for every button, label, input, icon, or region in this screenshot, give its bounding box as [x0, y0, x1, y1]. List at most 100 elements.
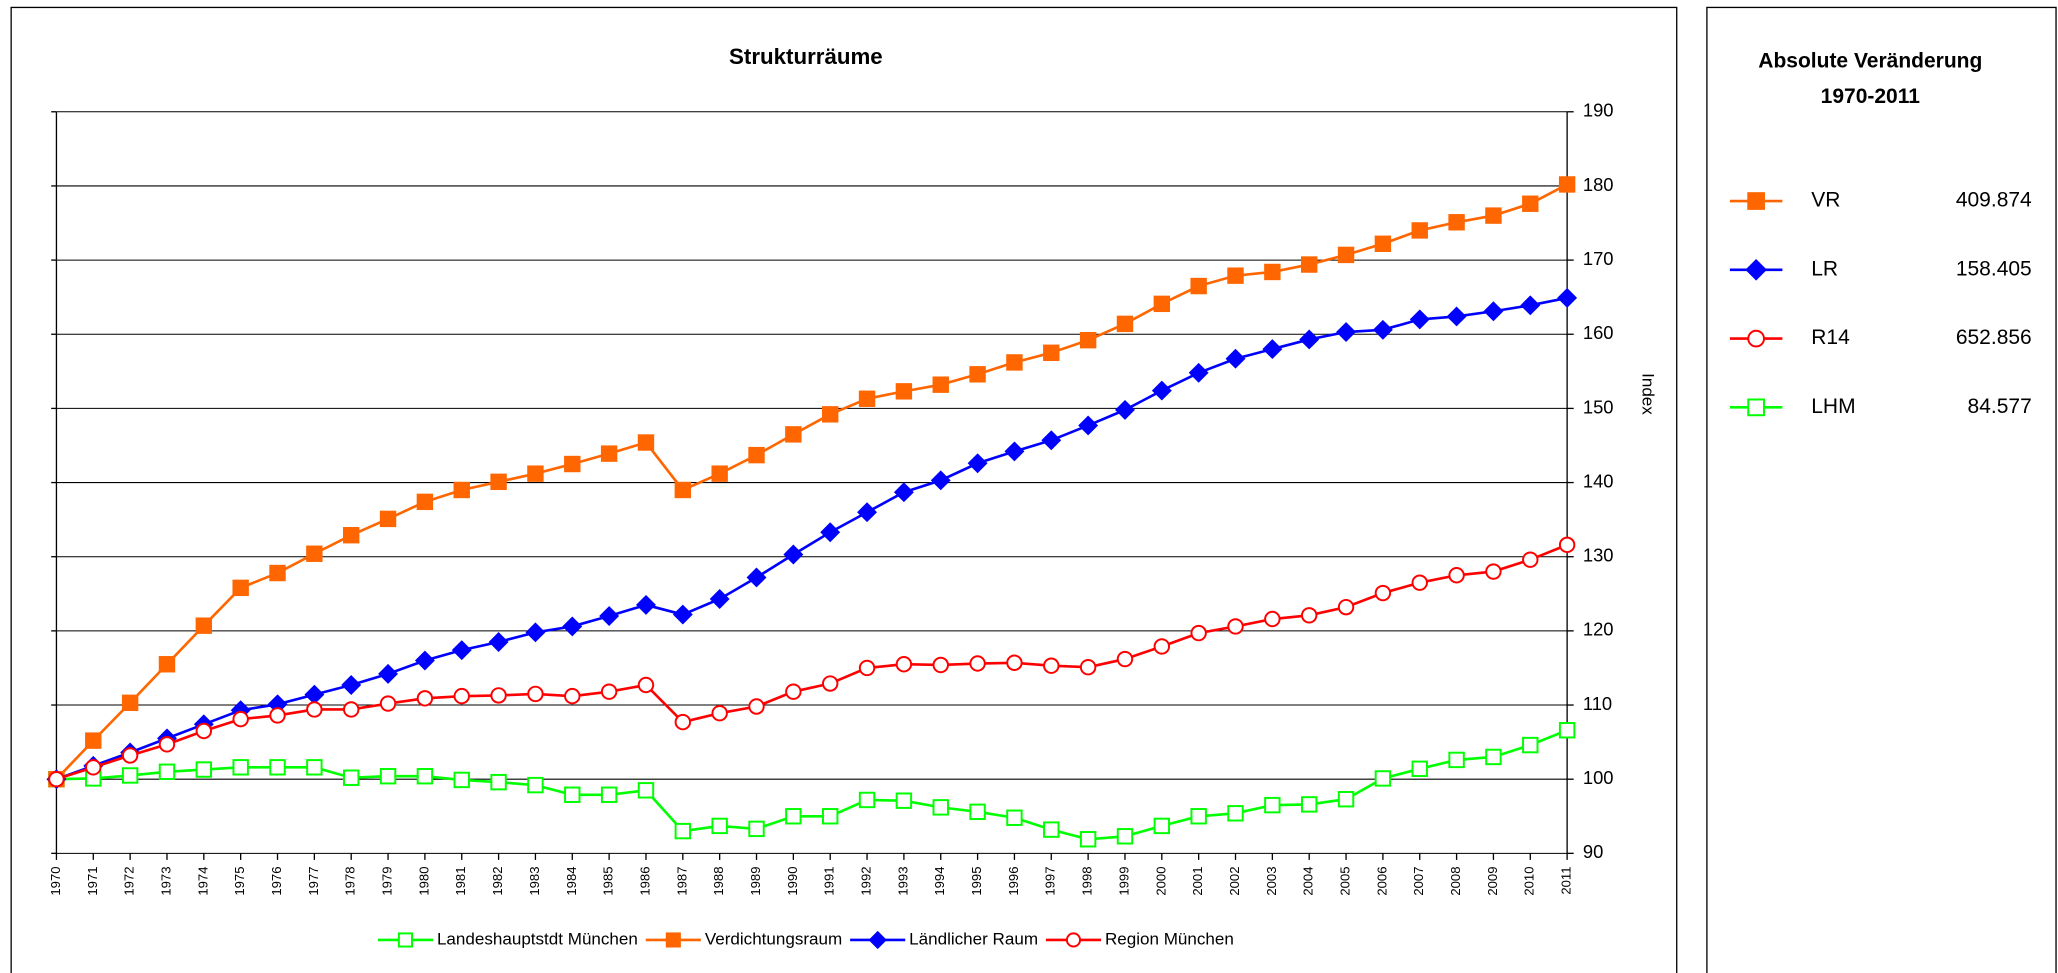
x-tick-label: 1991 [822, 866, 837, 895]
marker [1078, 415, 1099, 436]
marker [453, 481, 470, 499]
marker [379, 510, 397, 528]
marker [932, 376, 949, 393]
marker [785, 808, 802, 825]
marker [895, 656, 913, 673]
marker [1116, 650, 1134, 668]
x-tick-label: 2010 [1522, 866, 1537, 895]
marker [930, 470, 951, 491]
y-tick-label: 120 [1583, 619, 1614, 640]
marker [748, 820, 765, 838]
marker [269, 564, 286, 582]
marker [564, 786, 581, 803]
marker [525, 622, 546, 643]
y-tick-label: 170 [1583, 248, 1614, 269]
legend-label: Ländlicher Raum [909, 929, 1038, 948]
marker [1336, 322, 1357, 342]
x-tick-label: 1996 [1006, 866, 1021, 895]
x-tick-label: 1995 [969, 866, 984, 895]
marker [1411, 574, 1428, 591]
panel-label: VR [1811, 189, 1840, 212]
marker [1747, 192, 1765, 210]
marker [665, 932, 681, 948]
marker [748, 698, 765, 715]
x-tick-label: 2006 [1374, 866, 1389, 895]
marker [1116, 828, 1134, 845]
marker [453, 771, 470, 789]
marker [1153, 295, 1171, 313]
x-tick-label: 1984 [564, 866, 579, 895]
y-tick-label: 140 [1583, 470, 1614, 491]
marker [822, 808, 839, 825]
x-tick-label: 1971 [85, 866, 100, 895]
marker [1337, 246, 1355, 264]
marker [379, 768, 397, 785]
x-tick-label: 2011 [1559, 866, 1574, 894]
marker [1065, 932, 1082, 948]
marker [709, 589, 730, 609]
marker [1747, 398, 1765, 417]
marker [674, 713, 692, 731]
x-tick-label: 1982 [490, 866, 505, 895]
panel-subtitle: 1970-2011 [1821, 85, 1921, 108]
marker [85, 732, 102, 749]
marker [822, 406, 839, 423]
marker [195, 761, 213, 778]
x-tick-label: 1990 [785, 866, 800, 895]
marker [1264, 610, 1281, 628]
marker [85, 759, 102, 776]
marker [1079, 659, 1097, 676]
x-tick-label: 1981 [453, 866, 468, 895]
marker [490, 773, 507, 791]
marker [378, 663, 399, 684]
marker [1374, 235, 1392, 252]
marker [1153, 817, 1171, 835]
marker [1745, 259, 1767, 281]
marker [711, 817, 728, 835]
marker [48, 770, 65, 788]
marker [195, 722, 213, 740]
marker [1409, 309, 1430, 330]
marker [600, 445, 618, 462]
x-tick-label: 1970 [48, 866, 63, 895]
marker [1004, 441, 1025, 462]
marker [858, 659, 876, 677]
x-tick-label: 1972 [122, 866, 137, 895]
y-tick-label: 100 [1583, 767, 1614, 788]
marker [269, 759, 286, 776]
marker [1043, 657, 1060, 674]
marker [1116, 315, 1134, 333]
marker [306, 759, 323, 776]
marker [1448, 214, 1465, 231]
y-tick-label: 190 [1583, 100, 1614, 121]
marker [895, 383, 913, 400]
marker [1264, 796, 1281, 814]
marker [306, 545, 323, 562]
x-tick-label: 1976 [269, 866, 284, 895]
panel-value: 652.856 [1956, 326, 2032, 349]
marker [1006, 809, 1023, 826]
marker [1041, 430, 1062, 451]
marker [637, 434, 655, 451]
marker [1151, 380, 1172, 401]
panel-label: LR [1811, 257, 1838, 280]
panel-frame [1706, 6, 2057, 973]
marker [416, 768, 434, 785]
marker [451, 640, 472, 661]
marker [158, 736, 176, 753]
marker [1115, 399, 1135, 420]
marker [1300, 256, 1318, 273]
marker [636, 594, 656, 615]
marker [1190, 277, 1207, 295]
marker [269, 707, 286, 724]
marker [637, 676, 655, 694]
marker [1227, 805, 1244, 822]
marker [1337, 791, 1355, 808]
marker [1337, 598, 1355, 616]
marker [822, 675, 839, 692]
y-tick-label: 110 [1583, 693, 1612, 714]
marker [1079, 331, 1097, 349]
marker [1411, 222, 1428, 239]
marker [1411, 760, 1428, 778]
marker [562, 616, 583, 637]
